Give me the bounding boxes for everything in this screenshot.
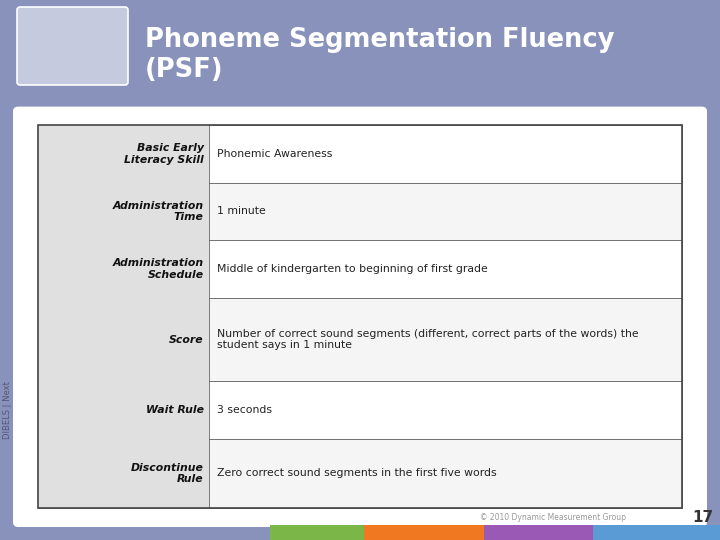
Bar	[270, 525, 364, 540]
Text: (PSF): (PSF)	[145, 57, 224, 83]
Bar	[38, 381, 682, 439]
Text: © 2010 Dynamic Measurement Group: © 2010 Dynamic Measurement Group	[480, 514, 626, 523]
Text: Middle of kindergarten to beginning of first grade: Middle of kindergarten to beginning of f…	[217, 264, 487, 274]
Text: Zero correct sound segments in the first five words: Zero correct sound segments in the first…	[217, 468, 496, 478]
FancyBboxPatch shape	[13, 106, 707, 527]
Bar	[38, 240, 209, 298]
Text: Wait Rule: Wait Rule	[145, 405, 204, 415]
Bar	[38, 298, 682, 381]
Bar	[38, 439, 682, 508]
FancyBboxPatch shape	[17, 7, 128, 85]
Bar	[38, 125, 682, 183]
Bar	[38, 183, 682, 240]
Bar	[38, 298, 209, 381]
Text: Phonemic Awareness: Phonemic Awareness	[217, 149, 332, 159]
Bar	[38, 439, 209, 508]
Text: Administration
Time: Administration Time	[112, 200, 204, 222]
Text: DIBELS | Next: DIBELS | Next	[4, 381, 12, 439]
Bar	[593, 525, 720, 540]
Text: Number of correct sound segments (different, correct parts of the words) the
stu: Number of correct sound segments (differ…	[217, 329, 639, 350]
Text: Discontinue
Rule: Discontinue Rule	[131, 463, 204, 484]
Text: Administration
Schedule: Administration Schedule	[112, 258, 204, 280]
Text: Score: Score	[169, 335, 204, 345]
Bar	[38, 240, 682, 298]
Bar	[38, 125, 682, 508]
Text: 1 minute: 1 minute	[217, 206, 266, 217]
Text: 3 seconds: 3 seconds	[217, 405, 271, 415]
Bar	[38, 381, 209, 439]
Bar	[38, 125, 209, 183]
Bar	[364, 525, 484, 540]
Text: Phoneme Segmentation Fluency: Phoneme Segmentation Fluency	[145, 27, 614, 53]
Text: Basic Early
Literacy Skill: Basic Early Literacy Skill	[124, 143, 204, 165]
Bar	[38, 183, 209, 240]
Bar	[484, 525, 593, 540]
Text: 17: 17	[692, 510, 713, 525]
